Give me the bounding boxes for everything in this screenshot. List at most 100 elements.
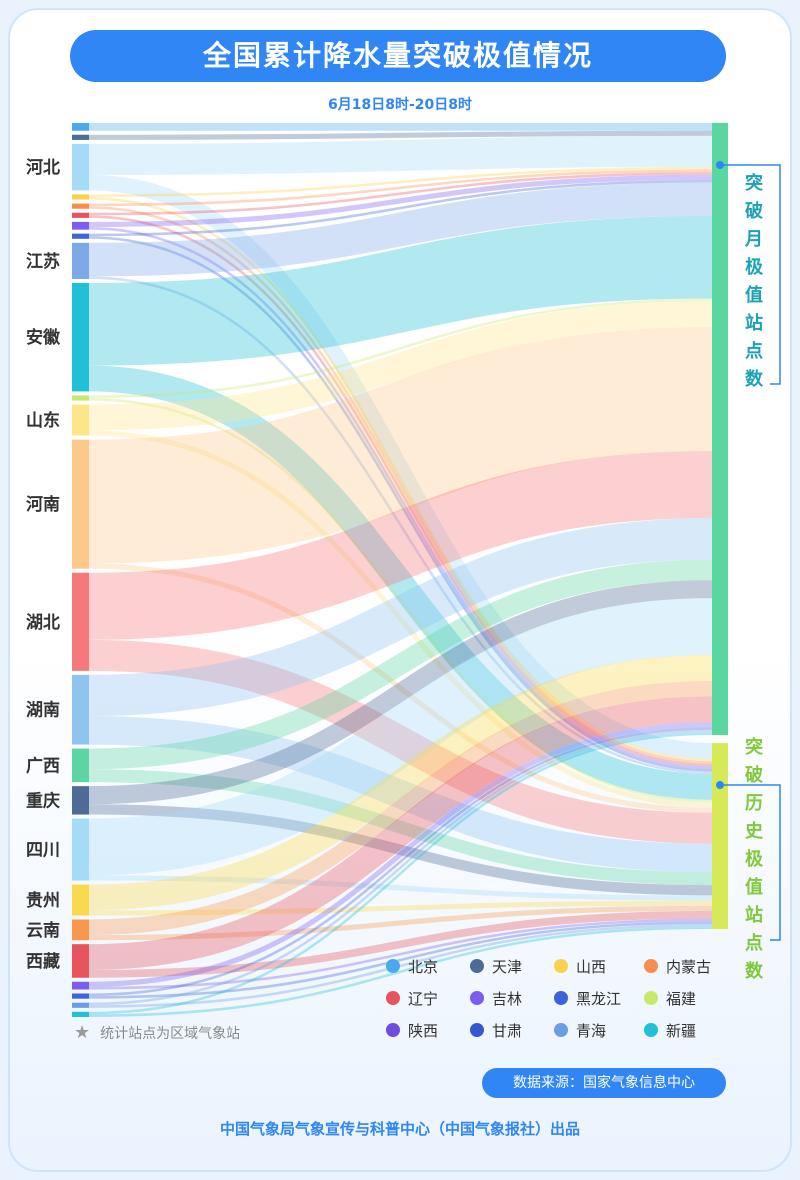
sankey-link <box>88 450 713 640</box>
sankey-link <box>88 182 713 277</box>
legend-item: 内蒙古 <box>644 956 736 976</box>
source-node <box>72 572 89 671</box>
sankey-link <box>88 921 713 999</box>
sankey-link <box>88 559 713 770</box>
sankey-link <box>88 716 713 873</box>
source-node <box>72 194 89 200</box>
source-node <box>72 143 89 191</box>
legend-dot <box>470 1023 484 1037</box>
target-node <box>712 123 728 736</box>
poster-card <box>8 8 792 1172</box>
source-node <box>72 395 89 401</box>
legend-label: 新疆 <box>666 1021 697 1040</box>
source-node <box>72 1002 89 1008</box>
legend-dot <box>386 1023 400 1037</box>
sankey-link <box>88 215 713 767</box>
legend-item: 北京 <box>386 956 470 976</box>
target-label-monthly: 突破月极值站点数 <box>745 173 763 390</box>
chart-subtitle: 6月18日8时-20日8时 <box>328 97 472 113</box>
sankey-link <box>88 298 713 399</box>
source-node <box>72 282 89 392</box>
legend-item: 黑龙江 <box>554 988 644 1008</box>
sankey-link <box>88 430 713 808</box>
source-node <box>72 212 89 218</box>
source-label: 贵州 <box>26 890 60 911</box>
legend-dot <box>554 1023 568 1037</box>
legend-dot <box>644 959 658 973</box>
legend-dot <box>644 1023 658 1037</box>
sankey-link <box>88 923 713 1008</box>
sankey-link <box>88 398 713 803</box>
sankey-link <box>88 276 713 775</box>
source-node <box>72 981 89 990</box>
legend-label: 北京 <box>408 957 439 976</box>
legend-label: 辽宁 <box>408 989 439 1008</box>
source-node <box>72 993 89 999</box>
legend-dot <box>386 959 400 973</box>
data-source: 数据来源：国家气象信息中心 <box>482 1068 726 1098</box>
source-label: 重庆 <box>26 790 60 811</box>
sankey-link <box>88 196 713 762</box>
legend-item: 山西 <box>554 956 644 976</box>
legend-item: 辽宁 <box>386 988 470 1008</box>
sankey-link <box>88 900 713 916</box>
sankey-link <box>88 135 713 175</box>
sankey-link <box>88 727 713 997</box>
footnote-text: 统计站点为区域气象站 <box>100 1025 241 1042</box>
target-node <box>712 743 728 929</box>
sankey-link <box>88 580 713 805</box>
source-node <box>72 242 89 279</box>
sankey-link <box>88 227 713 769</box>
sankey-link <box>88 518 713 717</box>
sankey-link <box>88 169 713 207</box>
sankey-link <box>88 732 713 1015</box>
source-node <box>72 203 89 209</box>
bracket-line <box>720 164 781 385</box>
source-node <box>72 748 89 783</box>
source-label: 湖北 <box>26 613 60 633</box>
sankey-link <box>88 301 713 431</box>
legend-dot <box>554 959 568 973</box>
sankey-link <box>88 130 713 140</box>
sankey-link <box>88 563 713 813</box>
legend-label: 黑龙江 <box>576 989 622 1008</box>
sankey-link <box>88 729 713 1006</box>
source-node <box>72 818 89 881</box>
sankey-link <box>88 918 713 990</box>
sankey-link <box>88 236 713 772</box>
sankey-link <box>88 910 713 978</box>
sankey-link <box>88 804 713 896</box>
sankey-links <box>88 123 713 1018</box>
sankey-link <box>88 655 713 911</box>
source-label: 河北 <box>26 158 60 178</box>
sankey-link <box>88 365 713 800</box>
sankey-link <box>88 206 713 764</box>
source-label: 湖南 <box>26 700 60 721</box>
sankey-link <box>88 639 713 844</box>
legend-dot <box>644 991 658 1005</box>
source-label: 西藏 <box>26 952 60 972</box>
legend-item: 陕西 <box>386 1020 470 1040</box>
source-label: 江苏 <box>26 251 60 272</box>
publisher-credit: 中国气象局气象宣传与科普中心（中国气象报社）出品 <box>219 1120 580 1138</box>
sankey-link <box>88 166 713 197</box>
legend-item: 吉林 <box>470 988 554 1008</box>
sankey-link <box>88 696 713 971</box>
legend-item: 福建 <box>644 988 736 1008</box>
source-node <box>72 123 89 131</box>
sankey-link <box>88 722 713 987</box>
target-brackets <box>716 161 781 941</box>
legend-label: 青海 <box>576 1021 607 1040</box>
legend-item: 新疆 <box>644 1020 736 1040</box>
target-label-historical: 突破历史极值站点数 <box>745 737 763 982</box>
star-icon: ★ <box>74 1022 91 1043</box>
legend-dot <box>470 991 484 1005</box>
source-node <box>72 404 89 436</box>
source-node <box>72 439 89 569</box>
source-node <box>72 786 89 815</box>
legend-label: 福建 <box>666 989 697 1008</box>
bracket-line <box>720 784 781 941</box>
legend-dot <box>470 959 484 973</box>
legend-label: 甘肃 <box>492 1021 523 1040</box>
